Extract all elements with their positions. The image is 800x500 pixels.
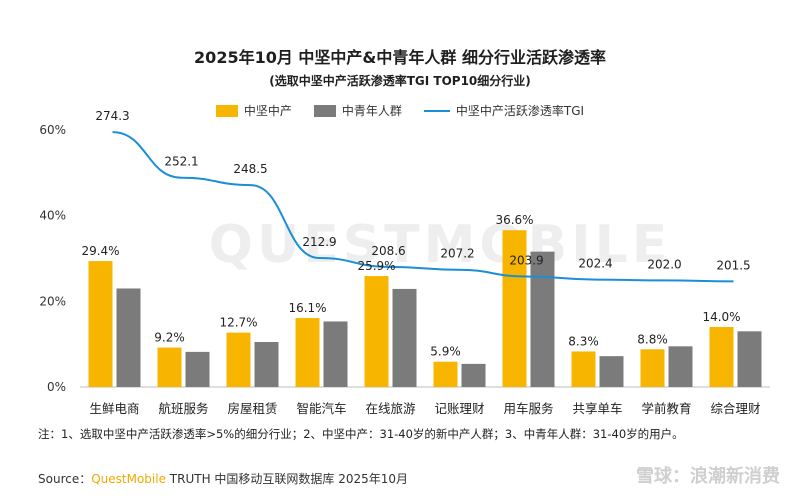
bar-young-adults	[254, 342, 279, 387]
chart-bars	[88, 230, 762, 387]
legend-label-tgi: 中坚中产活跃渗透率TGI	[455, 104, 585, 118]
bar-young-adults	[599, 356, 624, 387]
bar-middle-class	[364, 276, 389, 387]
legend-swatch-tgi	[423, 109, 450, 112]
tgi-value-label: 252.1	[164, 155, 198, 169]
chart-tgi-line	[112, 131, 734, 283]
tgi-value-label: 274.3	[95, 109, 129, 123]
bar-middle-class	[709, 327, 734, 387]
x-tick-label: 智能汽车	[296, 401, 346, 416]
y-tick-label: 20%	[39, 294, 66, 308]
tgi-line-path	[112, 131, 734, 283]
bar-value-label: 9.2%	[154, 331, 185, 345]
bar-value-label: 36.6%	[495, 213, 533, 227]
y-tick-label: 0%	[47, 380, 66, 394]
legend-item-young-adults: 中青年人群	[313, 102, 402, 119]
bar-young-adults	[392, 288, 417, 387]
bar-value-label: 12.7%	[219, 316, 257, 330]
footnote: 注：1、选取中坚中产活跃渗透率>5%的细分行业；2、中坚中产：31-40岁的新中…	[38, 427, 684, 441]
bar-young-adults	[461, 363, 486, 387]
bar-middle-class	[502, 230, 527, 387]
tgi-value-label: 202.4	[578, 257, 612, 271]
chart-title: 2025年10月 中坚中产&中青年人群 细分行业活跃渗透率	[194, 48, 606, 67]
bar-value-label: 29.4%	[81, 244, 119, 258]
x-tick-label: 记账理财	[434, 401, 484, 416]
bar-value-label: 16.1%	[288, 301, 326, 315]
x-tick-label: 综合理财	[710, 401, 760, 416]
source-line: Source：QuestMobile TRUTH 中国移动互联网数据库 2025…	[38, 470, 408, 487]
x-tick-label: 房屋租赁	[227, 401, 277, 416]
bar-middle-class	[88, 261, 113, 387]
bar-value-label: 8.8%	[637, 332, 668, 346]
bar-value-label: 14.0%	[702, 310, 740, 324]
tgi-value-label: 202.0	[647, 257, 681, 271]
x-tick-label: 共享单车	[572, 401, 622, 416]
bar-young-adults	[530, 251, 555, 387]
tgi-value-label: 208.6	[371, 244, 405, 258]
bar-middle-class	[157, 347, 182, 387]
bar-middle-class	[433, 361, 458, 387]
tgi-value-label: 203.9	[509, 254, 543, 268]
source-rest: TRUTH 中国移动互联网数据库 2025年10月	[165, 472, 409, 486]
bar-young-adults	[185, 351, 210, 387]
tgi-value-label: 212.9	[302, 235, 336, 249]
bar-young-adults	[668, 346, 693, 387]
x-tick-label: 学前教育	[641, 401, 691, 416]
xueqiu-watermark: 雪球：浪潮新消费	[636, 466, 780, 487]
legend-label-middle-class: 中坚中产	[243, 104, 292, 118]
legend-swatch-middle-class	[215, 104, 238, 117]
bar-value-label: 8.3%	[568, 334, 599, 348]
bar-middle-class	[295, 318, 320, 387]
tgi-value-label: 248.5	[233, 162, 267, 176]
bar-middle-class	[571, 351, 596, 387]
bar-young-adults	[323, 321, 348, 387]
bar-young-adults	[116, 288, 141, 387]
x-tick-label: 航班服务	[158, 401, 208, 416]
legend-label-young-adults: 中青年人群	[341, 104, 402, 118]
tgi-value-label: 207.2	[440, 247, 474, 261]
source-brand: QuestMobile	[91, 472, 166, 486]
bar-middle-class	[640, 349, 665, 387]
chart-legend: 中坚中产 中青年人群 中坚中产活跃渗透率TGI	[0, 102, 800, 119]
legend-swatch-young-adults	[313, 104, 336, 117]
y-tick-label: 60%	[39, 123, 66, 137]
tgi-value-label: 201.5	[716, 258, 750, 272]
bar-middle-class	[226, 332, 251, 387]
x-tick-label: 生鲜电商	[89, 401, 139, 416]
bar-young-adults	[737, 331, 762, 387]
source-prefix: Source：	[38, 472, 92, 486]
legend-item-middle-class: 中坚中产	[215, 102, 292, 119]
x-tick-label: 用车服务	[503, 401, 553, 416]
y-tick-label: 40%	[39, 209, 66, 223]
chart-labels: 29.4% 生鲜电商 9.2% 航班服务 12.7% 房屋租赁 16.1% 智能汽车 25.9%…	[81, 109, 760, 416]
bar-value-label: 25.9%	[357, 259, 395, 273]
watermark: QUESTMOBILE	[209, 215, 671, 275]
bar-value-label: 5.9%	[430, 345, 461, 359]
chart-subtitle: (选取中坚中产活跃渗透率TGI TOP10细分行业)	[269, 74, 531, 88]
x-tick-label: 在线旅游	[365, 401, 416, 416]
legend-item-tgi: 中坚中产活跃渗透率TGI	[423, 102, 585, 119]
